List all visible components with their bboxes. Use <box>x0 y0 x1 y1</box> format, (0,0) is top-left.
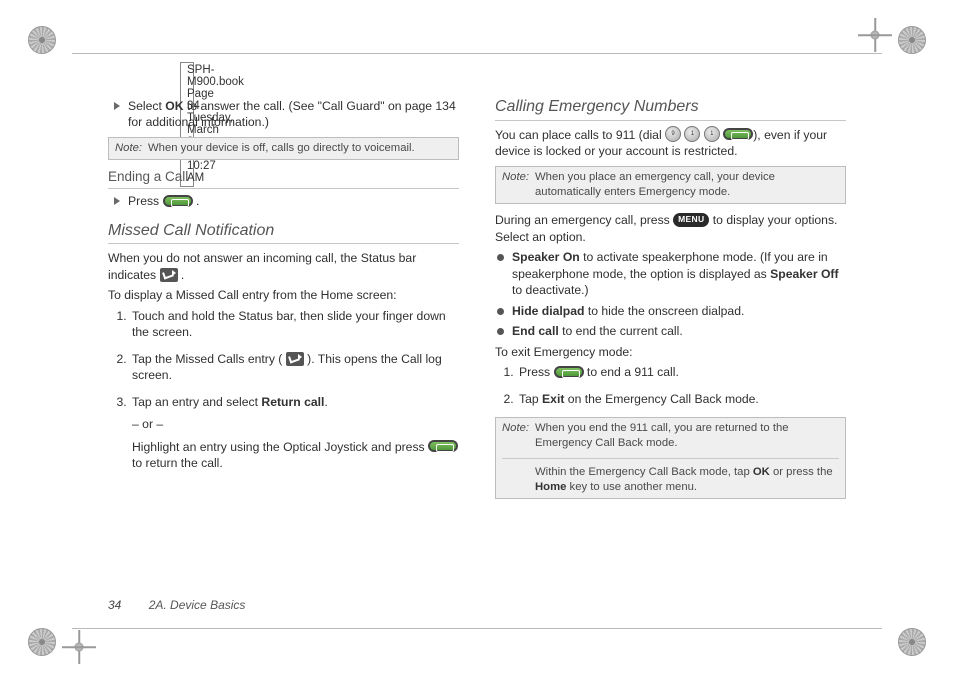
section-name: 2A. Device Basics <box>149 598 246 612</box>
crop-mark-tl <box>28 26 56 54</box>
text: Tap an entry and select <box>132 395 261 409</box>
text: . <box>181 268 184 282</box>
note-label: Note: <box>502 421 529 452</box>
note-voicemail: Note: When your device is off, calls go … <box>108 137 459 160</box>
text: to end a 911 call. <box>584 365 679 379</box>
text: Press <box>128 194 163 208</box>
text: During an emergency call, press <box>495 213 673 227</box>
call-key-icon <box>554 366 584 378</box>
ending-call-heading: Ending a Call <box>108 168 459 189</box>
crop-mark-tr <box>898 26 926 54</box>
bold: End call <box>512 324 559 338</box>
call-key-icon <box>723 128 753 140</box>
emergency-options: Speaker On to activate speakerphone mode… <box>497 249 846 339</box>
reg-mark-bottom <box>62 630 96 664</box>
note-label: Note: <box>502 170 529 201</box>
bold: OK <box>753 466 770 478</box>
bold: Home <box>535 481 566 493</box>
missed-call-heading: Missed Call Notification <box>108 220 459 245</box>
reg-mark-top <box>858 18 892 52</box>
emergency-heading: Calling Emergency Numbers <box>495 96 846 121</box>
missed-steps: Touch and hold the Status bar, then slid… <box>130 308 459 472</box>
text: to end the current call. <box>559 324 683 338</box>
option-end-call: End call to end the current call. <box>497 323 846 339</box>
note-label: Note: <box>115 141 142 156</box>
page-number: 34 <box>108 598 121 612</box>
dial-key-9-icon: 9 <box>665 126 681 142</box>
page-footer: 34 2A. Device Basics <box>108 598 245 612</box>
step-2: Tap the Missed Calls entry ( ). This ope… <box>130 351 459 384</box>
exit-step-2: Tap Exit on the Emergency Call Back mode… <box>517 391 846 407</box>
text: to return the call. <box>132 456 223 470</box>
option-hide-dialpad: Hide dialpad to hide the onscreen dialpa… <box>497 303 846 319</box>
text: . <box>324 395 327 409</box>
dial-key-1-icon: 1 <box>684 126 700 142</box>
bold: Hide dialpad <box>512 304 584 318</box>
text: or press the <box>770 466 833 478</box>
menu-key-icon: MENU <box>673 213 709 227</box>
text: Within the Emergency Call Back mode, tap <box>535 466 753 478</box>
call-key-icon <box>163 195 193 207</box>
exit-subtext: To exit Emergency mode: <box>495 344 846 360</box>
text: key to use another menu. <box>566 481 697 493</box>
bold: Speaker On <box>512 250 580 264</box>
text: to deactivate.) <box>512 283 589 297</box>
note-emergency-mode: Note: When you place an emergency call, … <box>495 166 846 205</box>
ok-bold: OK <box>165 99 183 113</box>
crop-mark-br <box>898 628 926 656</box>
missed-call-icon <box>286 352 304 366</box>
answer-call-bullet: Select OK to answer the call. (See "Call… <box>114 98 459 131</box>
triangle-bullet-icon <box>114 102 120 110</box>
text: . <box>196 194 199 208</box>
call-key-icon <box>428 440 458 452</box>
text: When you do not answer an incoming call,… <box>108 251 416 281</box>
crop-mark-bl <box>28 628 56 656</box>
text: Tap the Missed Calls entry ( <box>132 352 286 366</box>
note-text: When your device is off, calls go direct… <box>148 141 452 156</box>
missed-call-icon <box>160 268 178 282</box>
left-column: Select OK to answer the call. (See "Call… <box>108 96 459 586</box>
end-call-bullet: Press . <box>114 193 459 209</box>
dial-key-1-icon: 1 <box>704 126 720 142</box>
rule-top <box>72 53 882 54</box>
dot-bullet-icon <box>497 328 504 335</box>
dot-bullet-icon <box>497 254 504 261</box>
text: Press <box>519 365 554 379</box>
text: Select <box>128 99 165 113</box>
missed-subtext: To display a Missed Call entry from the … <box>108 287 459 303</box>
rule-bottom <box>72 628 882 629</box>
text: You can place calls to 911 (dial <box>495 128 665 142</box>
note-text: When you end the 911 call, you are retur… <box>535 421 839 452</box>
note-text: When you place an emergency call, your d… <box>535 170 839 201</box>
step-1: Touch and hold the Status bar, then slid… <box>130 308 459 341</box>
exit-steps: Press to end a 911 call. Tap Exit on the… <box>517 364 846 407</box>
text: Touch and hold the Status bar, then slid… <box>132 309 446 339</box>
exit-step-1: Press to end a 911 call. <box>517 364 846 380</box>
note-callback: Note: When you end the 911 call, you are… <box>495 417 846 499</box>
dot-bullet-icon <box>497 308 504 315</box>
step-3: Tap an entry and select Return call. – o… <box>130 394 459 472</box>
bold: Speaker Off <box>770 267 838 281</box>
text: Tap <box>519 392 542 406</box>
return-call-bold: Return call <box>261 395 324 409</box>
right-column: Calling Emergency Numbers You can place … <box>495 96 846 586</box>
triangle-bullet-icon <box>114 197 120 205</box>
or-divider: – or – <box>132 416 459 432</box>
page-body: Select OK to answer the call. (See "Call… <box>108 96 846 586</box>
text: on the Emergency Call Back mode. <box>564 392 758 406</box>
text: to hide the onscreen dialpad. <box>584 304 744 318</box>
note-separator <box>502 458 839 459</box>
option-speaker: Speaker On to activate speakerphone mode… <box>497 249 846 298</box>
bold: Exit <box>542 392 564 406</box>
text: Highlight an entry using the Optical Joy… <box>132 440 428 454</box>
